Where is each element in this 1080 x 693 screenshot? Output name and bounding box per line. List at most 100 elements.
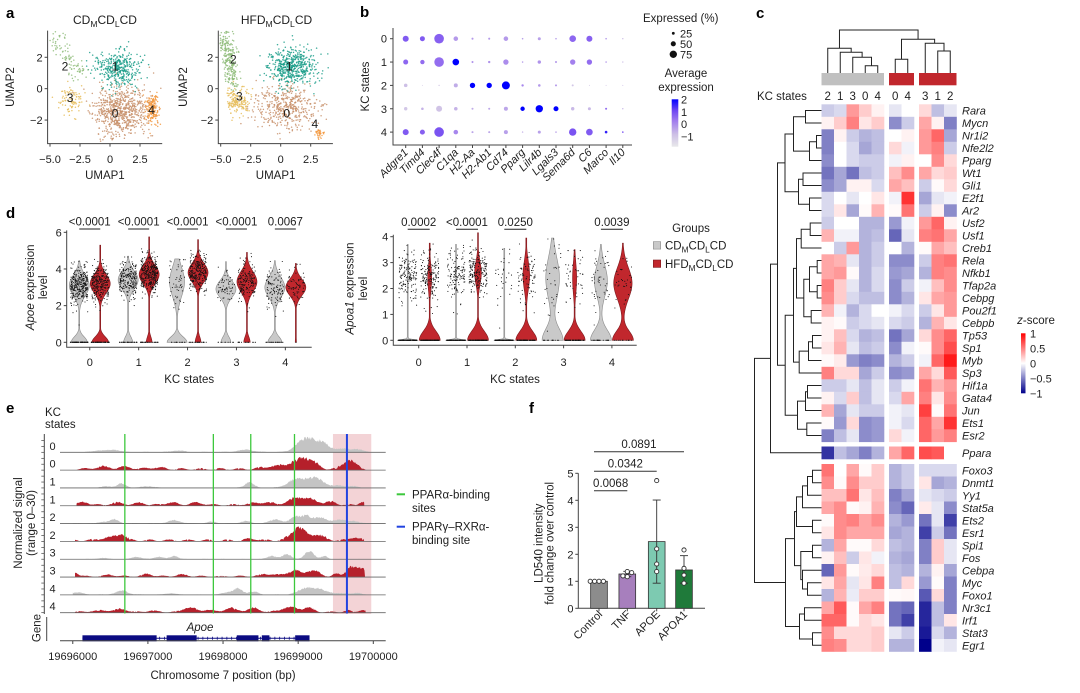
gene-label: Tfap2a — [962, 281, 996, 293]
umap-point-cluster-0 — [105, 110, 108, 113]
heatmap-cell — [919, 116, 932, 130]
expression-point — [125, 269, 128, 271]
umap-point-cluster-1 — [120, 83, 123, 85]
heatmap-cell — [919, 366, 932, 380]
umap-point-cluster-0 — [254, 116, 256, 118]
umap-point-cluster-1 — [116, 72, 119, 74]
expression-point — [78, 270, 80, 272]
heatmap-cell — [834, 464, 847, 477]
expression-dot — [586, 59, 593, 65]
heatmap-cell — [834, 354, 847, 368]
umap-point-cluster-1 — [293, 76, 295, 78]
umap-point-cluster-2 — [230, 66, 232, 68]
umap-point-cluster-1 — [290, 48, 293, 51]
expression-point — [104, 269, 106, 271]
expression-point — [135, 272, 137, 274]
expression-point — [96, 287, 98, 290]
umap-point-cluster-1 — [280, 75, 283, 77]
umap-point-cluster-2 — [221, 58, 224, 60]
heatmap-cell — [889, 204, 902, 218]
umap-point-cluster-1 — [107, 65, 110, 67]
expression-point — [102, 275, 104, 277]
umap-point-cluster-1 — [128, 71, 130, 73]
umap-point-cluster-0 — [279, 112, 281, 114]
umap-point-cluster-0 — [286, 82, 289, 84]
expression-point — [96, 267, 98, 269]
heatmap-cell — [944, 576, 957, 590]
umap-point-cluster-3 — [228, 87, 231, 89]
expression-point — [70, 262, 72, 264]
expression-point — [70, 287, 73, 289]
umap-point-cluster-1 — [126, 55, 128, 57]
umap-point-cluster-1 — [304, 60, 306, 63]
umap-point-cluster-4 — [148, 107, 151, 109]
umap-point-cluster-2 — [226, 42, 228, 44]
heatmap-cell — [931, 254, 945, 268]
expression-point — [92, 278, 94, 280]
umap-point-cluster-0 — [104, 90, 106, 92]
expression-point — [151, 261, 153, 263]
expression-point — [87, 311, 89, 313]
umap-point-cluster-4 — [318, 131, 321, 134]
umap-point-cluster-1 — [278, 68, 280, 70]
heatmap-cell — [889, 191, 902, 205]
expression-point — [76, 280, 78, 282]
expression-point — [93, 288, 96, 290]
expression-point — [106, 298, 108, 301]
expression-point — [102, 285, 104, 287]
expression-dot — [421, 107, 424, 111]
umap-point-cluster-1 — [120, 73, 123, 75]
umap-point-cluster-0 — [143, 117, 146, 119]
umap-point-cluster-1 — [315, 47, 318, 49]
heatmap-cell — [901, 254, 915, 268]
umap-point-cluster-1 — [316, 72, 319, 75]
y-tick-label: 2 — [36, 52, 42, 64]
expression-point — [156, 271, 159, 273]
expression-point — [147, 267, 149, 269]
umap-point-cluster-0 — [137, 93, 139, 96]
umap-point-cluster-3 — [58, 101, 60, 104]
umap-point-cluster-0 — [115, 115, 118, 118]
size-legend-dot — [669, 50, 677, 58]
expression-point — [119, 280, 121, 282]
umap-point-cluster-1 — [263, 72, 266, 75]
umap-point-cluster-4 — [152, 110, 155, 112]
umap-point-cluster-3 — [61, 104, 64, 106]
heatmap-cell — [889, 316, 902, 330]
heatmap-cell — [919, 539, 932, 552]
expression-point — [73, 273, 76, 276]
umap-point-cluster-3 — [73, 92, 75, 94]
umap-point-cluster-2 — [52, 49, 55, 52]
umap-point-cluster-1 — [135, 68, 138, 70]
umap-point-cluster-1 — [295, 72, 297, 74]
zero-point — [90, 341, 92, 343]
heatmap-cell — [919, 304, 932, 318]
umap-point-cluster-1 — [107, 60, 110, 62]
umap-point-cluster-0 — [292, 98, 295, 100]
umap-point-cluster-1 — [119, 45, 122, 48]
expression-point — [131, 280, 133, 283]
umap-point-cluster-0 — [137, 112, 139, 114]
umap-point-cluster-2 — [221, 48, 224, 50]
heatmap-cell — [944, 254, 957, 268]
expression-point — [95, 272, 97, 274]
expression-point — [121, 262, 123, 264]
umap-point-cluster-1 — [285, 57, 288, 59]
umap-point-cluster-1 — [307, 60, 309, 63]
heatmap-cell — [919, 639, 932, 652]
umap-point-cluster-0 — [116, 122, 119, 124]
heatmap-cell — [901, 501, 915, 515]
heatmap-cell — [846, 429, 860, 443]
expression-dot — [488, 37, 491, 40]
cluster-label: 4 — [312, 117, 319, 131]
umap-point-cluster-1 — [297, 67, 300, 70]
heatmap-cell — [901, 241, 915, 255]
expression-point — [149, 273, 151, 275]
zero-point — [94, 341, 96, 343]
umap-point-cluster-1 — [110, 81, 112, 83]
heatmap-cell — [931, 489, 945, 502]
umap-point-cluster-1 — [109, 76, 111, 79]
heatmap-cell — [901, 141, 915, 155]
heatmap-cell — [919, 341, 932, 355]
heatmap-cell — [931, 266, 945, 280]
